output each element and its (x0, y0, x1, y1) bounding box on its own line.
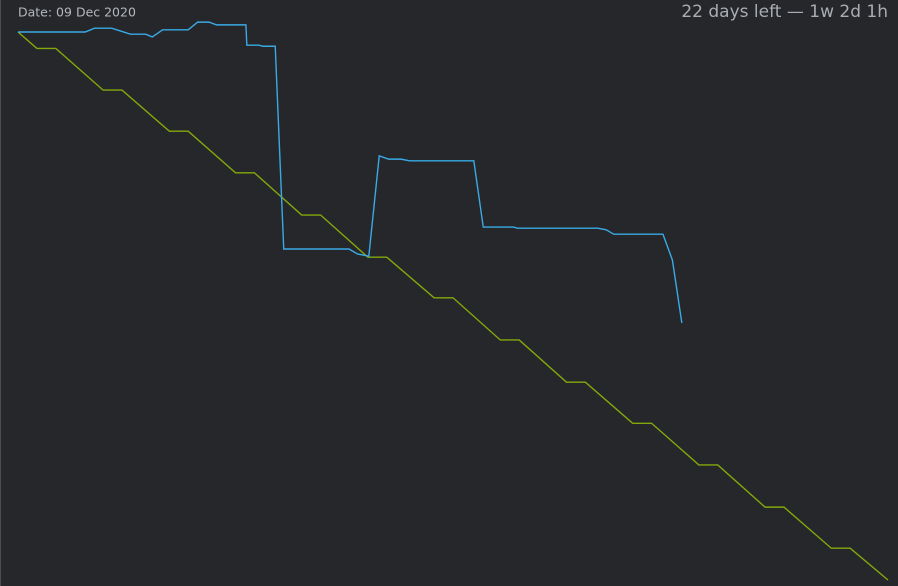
date-label: Date: 09 Dec 2020 (18, 5, 136, 20)
series-line (17, 31, 889, 581)
remaining-label: 22 days left — 1w 2d 1h (681, 2, 888, 22)
series-line (18, 21, 683, 324)
